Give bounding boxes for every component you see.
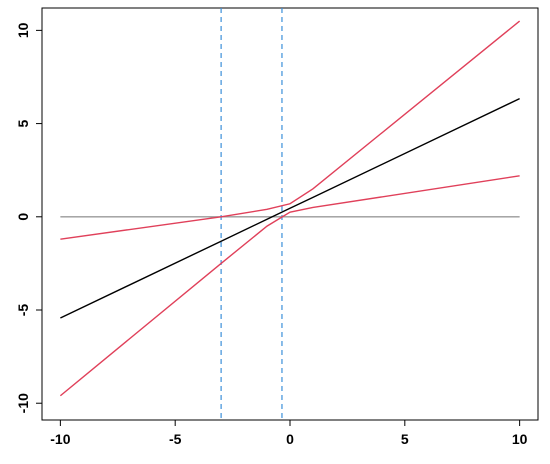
y-tick-label: -10 [15, 393, 31, 413]
x-tick-label: 10 [512, 431, 528, 447]
y-tick-label: 5 [15, 119, 31, 127]
series-line [60, 20, 521, 240]
x-tick-label: 5 [401, 431, 409, 447]
plot-frame [41, 7, 539, 421]
y-tick-label: 0 [15, 213, 31, 221]
y-tick-label: -5 [15, 304, 31, 317]
y-tick-label: 10 [15, 22, 31, 38]
series-line [60, 97, 520, 319]
x-tick-label: -5 [169, 431, 182, 447]
x-tick-label: 0 [286, 431, 294, 447]
series-line [59, 175, 520, 397]
x-tick-label: -10 [50, 431, 70, 447]
